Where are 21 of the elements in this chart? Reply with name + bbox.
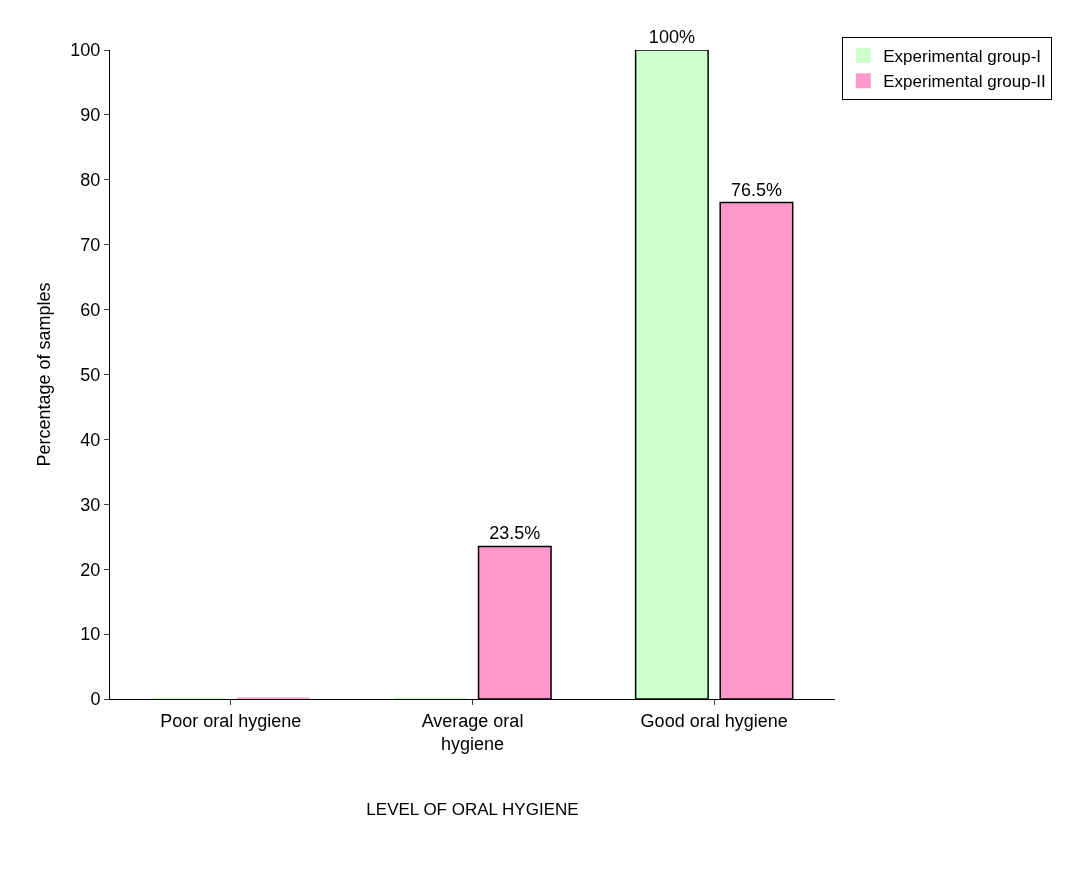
y-tick-label: 70: [80, 235, 101, 255]
y-tick-label: 10: [80, 624, 101, 645]
y-tick-label: 80: [80, 170, 101, 191]
x-tick-label: Poor oral hygiene: [160, 710, 302, 731]
y-axis-title: Percentage of samples: [33, 282, 54, 467]
x-tick-label: Average oral hygiene: [421, 710, 524, 754]
data-label: 100%: [648, 27, 695, 47]
x-tick-label: Good oral hygiene: [640, 710, 788, 731]
y-tick-label: 0: [90, 689, 101, 710]
data-label: 76.5%: [730, 179, 782, 200]
y-tick-label: 30: [80, 494, 101, 515]
y-tick-label: 40: [80, 429, 101, 450]
y-tick-label: 100: [70, 40, 101, 61]
data-label: 23.5%: [489, 523, 541, 544]
legend-label: Experimental group-II: [883, 72, 1046, 92]
legend-label: Experimental group-I: [883, 47, 1042, 67]
y-tick-label: 20: [80, 559, 101, 580]
y-tick-label: 60: [80, 299, 101, 320]
y-tick-label: 50: [80, 364, 101, 385]
x-axis-title: LEVEL OF ORAL HYGIENE: [366, 800, 579, 820]
y-tick-label: 90: [80, 105, 101, 126]
